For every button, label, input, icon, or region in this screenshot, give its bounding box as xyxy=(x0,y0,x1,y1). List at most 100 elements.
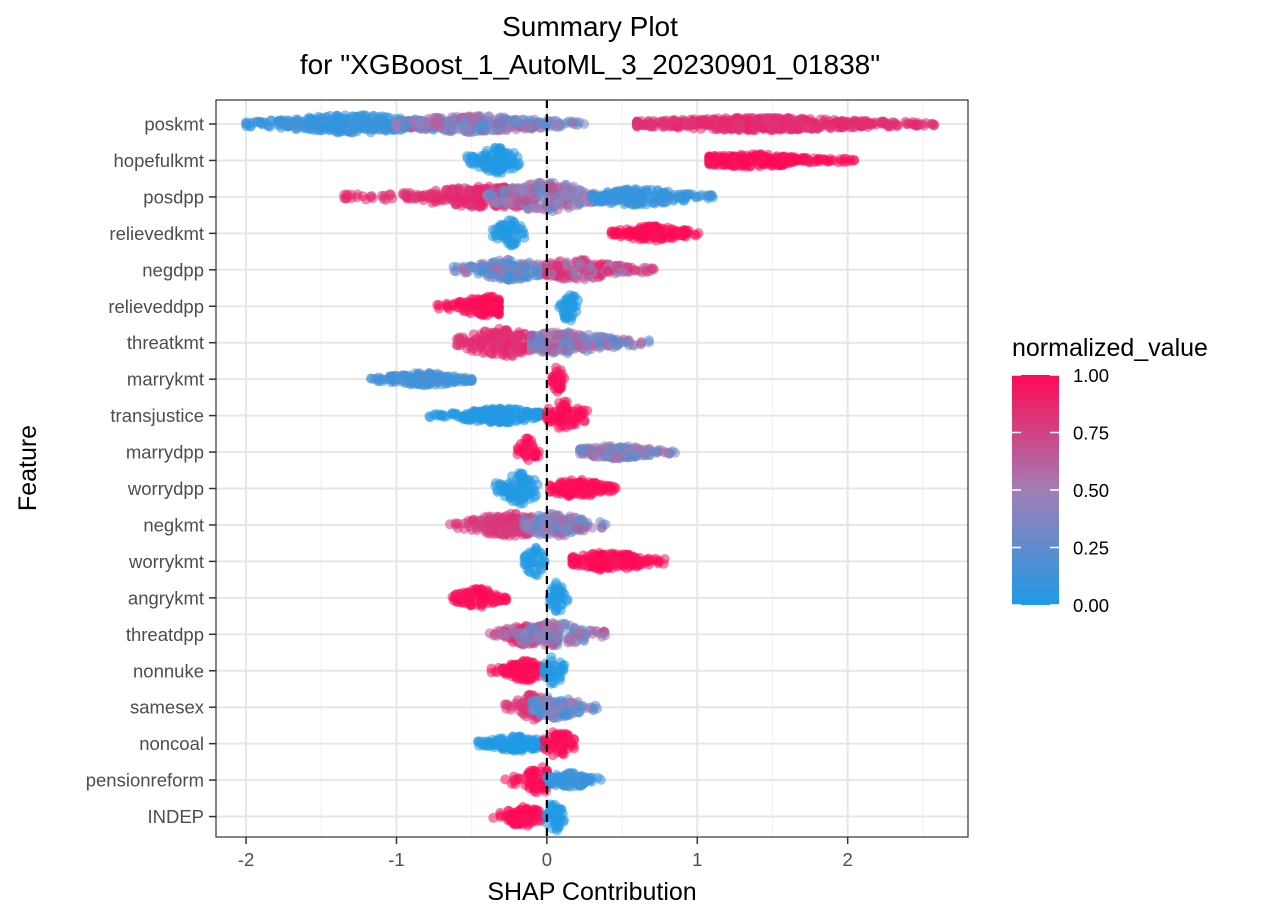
shap-point-marrykmt xyxy=(461,374,472,385)
shap-point-poskmt xyxy=(263,120,273,131)
shap-point-hopefulkmt xyxy=(487,164,497,175)
shap-point-angrykmt xyxy=(562,596,573,607)
shap-point-transjustice xyxy=(498,409,509,420)
shap-point-hopefulkmt xyxy=(513,160,524,171)
shap-point-poskmt xyxy=(876,118,887,129)
shap-point-threatkmt xyxy=(501,325,512,335)
shap-point-relievedkmt xyxy=(628,233,639,244)
shap-point-threatkmt xyxy=(533,330,544,341)
shap-point-transjustice xyxy=(431,409,442,419)
shap-point-marrydpp xyxy=(651,446,662,457)
shap-point-transjustice xyxy=(465,408,476,419)
shap-point-relieveddpp xyxy=(460,301,471,312)
shap-point-marrydpp xyxy=(638,447,649,458)
shap-point-worrydpp xyxy=(610,483,621,494)
shap-point-posdpp xyxy=(442,184,453,195)
shap-point-poskmt xyxy=(636,116,647,127)
shap-point-poskmt xyxy=(307,114,318,125)
shap-point-poskmt xyxy=(648,116,659,126)
shap-point-negdpp xyxy=(630,265,641,276)
shap-point-poskmt xyxy=(715,123,726,134)
shap-point-transjustice xyxy=(450,409,461,419)
shap-point-poskmt xyxy=(421,116,432,127)
shap-point-worrykmt xyxy=(529,557,540,568)
shap-point-marrydpp xyxy=(616,442,627,453)
shap-point-worrykmt xyxy=(610,554,621,565)
shap-point-marrydpp xyxy=(611,452,622,463)
shap-point-posdpp xyxy=(561,190,572,201)
shap-point-transjustice xyxy=(488,412,499,423)
shap-point-worrykmt xyxy=(602,562,613,573)
shap-point-poskmt xyxy=(566,117,577,128)
shap-point-posdpp xyxy=(543,204,554,215)
shap-point-relievedkmt xyxy=(502,231,513,242)
shap-point-marrydpp xyxy=(601,451,612,462)
shap-point-negkmt xyxy=(562,521,573,532)
shap-point-relievedkmt xyxy=(606,226,617,237)
shap-point-negdpp xyxy=(556,268,567,279)
shap-point-hopefulkmt xyxy=(828,155,839,166)
shap-point-posdpp xyxy=(367,193,378,204)
shap-point-relievedkmt xyxy=(487,231,498,242)
shap-point-marrykmt xyxy=(548,373,559,384)
shap-point-hopefulkmt xyxy=(849,155,859,166)
shap-point-negkmt xyxy=(490,526,501,537)
shap-point-poskmt xyxy=(368,123,378,134)
shap-point-worrykmt xyxy=(519,553,530,564)
shap-point-poskmt xyxy=(761,114,772,124)
shap-point-transjustice xyxy=(534,408,545,419)
shap-point-relievedkmt xyxy=(649,231,660,241)
shap-point-poskmt xyxy=(688,118,699,129)
shap-point-negkmt xyxy=(507,519,517,530)
shap-point-posdpp xyxy=(490,197,501,208)
shap-point-poskmt xyxy=(725,114,736,125)
shap-point-posdpp xyxy=(657,197,668,208)
shap-point-negdpp xyxy=(575,258,586,269)
shap-point-worrykmt xyxy=(620,555,630,566)
shap-point-hopefulkmt xyxy=(495,143,506,154)
shap-point-angrykmt xyxy=(465,600,476,611)
shap-point-angrykmt xyxy=(463,590,474,601)
shap-point-negdpp xyxy=(493,264,503,275)
shap-point-marrydpp xyxy=(527,439,538,450)
shap-point-posdpp xyxy=(357,191,368,202)
shap-point-poskmt xyxy=(474,119,485,129)
shap-point-poskmt xyxy=(345,119,356,130)
shap-point-relievedkmt xyxy=(510,224,521,235)
shap-point-threatkmt xyxy=(589,332,600,343)
shap-point-hopefulkmt xyxy=(840,153,851,164)
shap-point-negdpp xyxy=(569,269,580,280)
shap-point-negkmt xyxy=(531,524,542,535)
shap-point-poskmt xyxy=(511,118,522,129)
shap-point-hopefulkmt xyxy=(765,154,776,165)
shap-point-poskmt xyxy=(494,119,505,130)
shap-point-hopefulkmt xyxy=(804,157,815,168)
shap-point-threatkmt xyxy=(475,329,486,340)
shap-point-angrykmt xyxy=(478,592,489,602)
shap-point-poskmt xyxy=(823,116,834,127)
shap-point-poskmt xyxy=(539,119,550,130)
shap-point-threatkmt xyxy=(636,338,646,349)
shap-point-negdpp xyxy=(588,273,599,284)
shap-point-posdpp xyxy=(673,189,684,200)
shap-point-negkmt xyxy=(510,530,521,541)
shap-point-transjustice xyxy=(562,405,573,416)
shap-point-marrykmt xyxy=(404,376,415,387)
shap-point-poskmt xyxy=(379,122,390,133)
shap-point-worrykmt xyxy=(591,561,602,572)
shap-point-posdpp xyxy=(384,189,395,200)
shap-point-hopefulkmt xyxy=(749,155,760,166)
shap-point-worrydpp xyxy=(583,477,594,488)
shap-point-threatkmt xyxy=(485,329,496,340)
shap-point-poskmt xyxy=(787,119,798,130)
shap-point-posdpp xyxy=(341,193,352,204)
shap-point-threatkmt xyxy=(605,340,616,351)
shap-point-threatkmt xyxy=(644,337,654,348)
shap-point-posdpp xyxy=(575,185,586,196)
shap-point-posdpp xyxy=(626,194,637,204)
shap-point-transjustice xyxy=(559,420,570,431)
shap-point-posdpp xyxy=(602,187,613,197)
shap-point-relieveddpp xyxy=(562,302,573,313)
shap-point-negdpp xyxy=(616,267,627,278)
shap-point-poskmt xyxy=(445,121,456,131)
